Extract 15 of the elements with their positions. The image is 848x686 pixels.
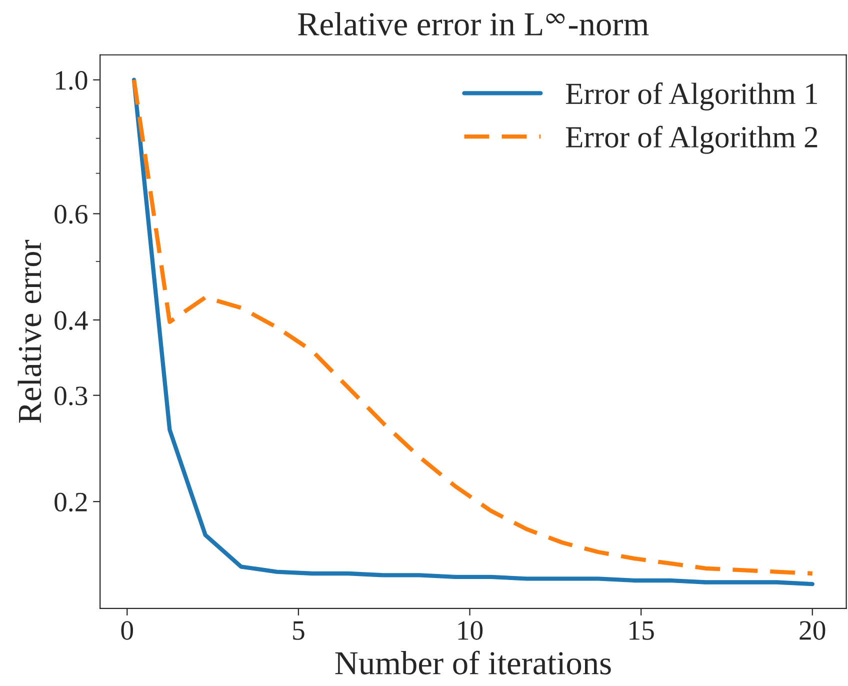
y-tick-label: 0.4 xyxy=(54,311,88,330)
y-tick-label: 0.3 xyxy=(54,386,88,406)
x-tick-label: 10 xyxy=(458,621,483,640)
legend-label: Error of Algorithm 1 xyxy=(566,82,817,110)
y-axis-title: Relative error xyxy=(18,240,42,423)
x-tick-label: 20 xyxy=(800,621,826,640)
x-tick-label: 5 xyxy=(293,621,304,640)
y-tick-label: 0.2 xyxy=(54,492,87,512)
x-tick-label: 15 xyxy=(630,621,654,640)
legend-label: Error of Algorithm 2 xyxy=(566,126,818,154)
y-tick-label: 0.6 xyxy=(54,204,88,224)
x-axis-title: Number of iterations xyxy=(335,650,611,674)
x-tick-label: 0 xyxy=(121,621,134,640)
y-tick-label: 1.0 xyxy=(56,71,88,90)
chart-title: Relative error in L$^{∞}$-norm xyxy=(298,12,649,36)
